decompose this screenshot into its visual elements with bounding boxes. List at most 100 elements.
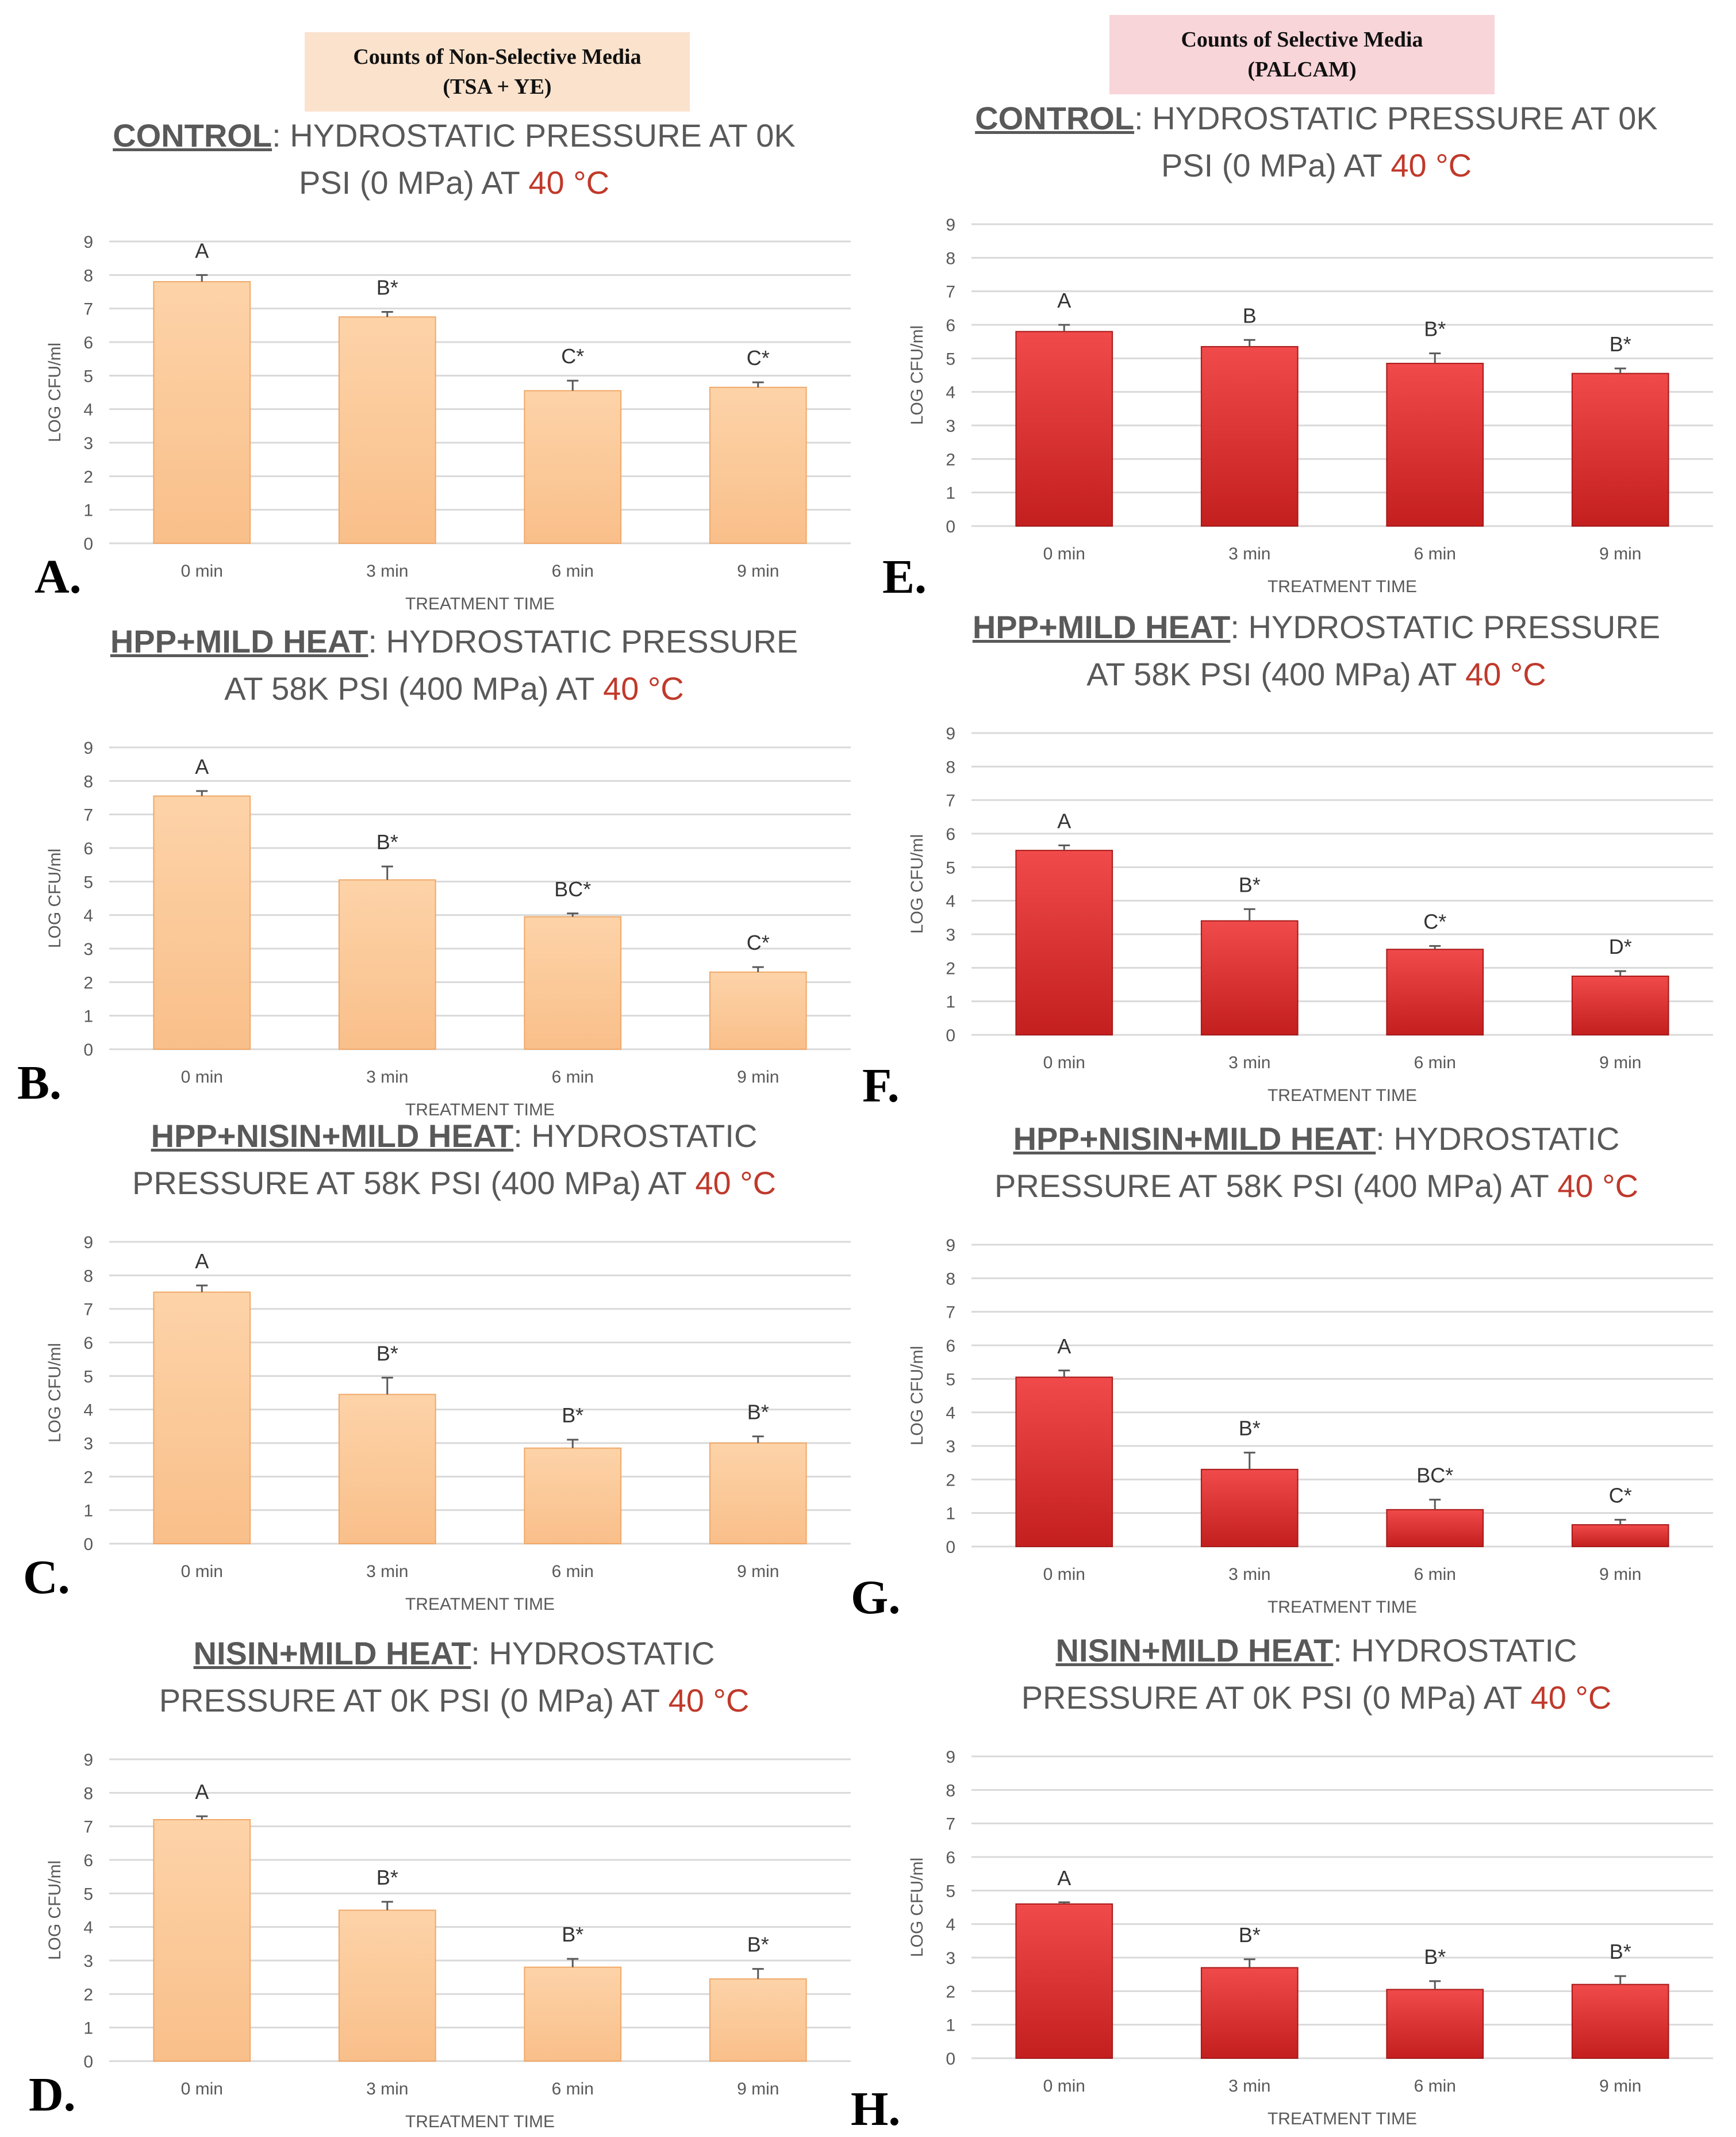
chart-title: CONTROL: HYDROSTATIC PRESSURE AT 0K PSI (… [897, 95, 1736, 189]
y-tick-label: 4 [83, 907, 93, 926]
x-tick-label: 3 min [366, 562, 408, 581]
chart-title-line2-text: PSI (0 MPa) AT [298, 164, 529, 201]
y-tick-label: 9 [83, 739, 93, 758]
y-tick-label: 7 [946, 283, 955, 302]
x-tick-label: 6 min [1414, 544, 1456, 563]
y-tick-label: 8 [83, 1267, 93, 1286]
chart-title-line2-text: PRESSURE AT 0K PSI (0 MPa) AT [1021, 1679, 1531, 1716]
y-tick-label: 5 [83, 1885, 93, 1904]
y-tick-label: 5 [946, 858, 955, 877]
significance-label: BC* [1416, 1463, 1453, 1487]
panel-letter: C. [23, 1551, 70, 1604]
y-tick-label: 9 [83, 1751, 93, 1770]
panel-letter: E. [882, 550, 927, 604]
significance-label: B* [377, 1866, 398, 1889]
significance-label: B* [747, 1933, 769, 1956]
x-tick-label: 6 min [552, 1562, 594, 1581]
bar-chart: 0 1 2 3 4 5 6 7 8 9 LOG CFU/ml A 0 min B* 3 min C* 6 min… [45, 233, 851, 613]
bar-chart: 0 1 2 3 4 5 6 7 8 9 LOG CFU/ml A 0 min B* 3 min C* 6 min… [908, 724, 1713, 1105]
significance-label: BC* [554, 877, 591, 901]
significance-label: B* [1239, 873, 1261, 896]
bar-3-min [338, 879, 436, 1050]
chart-title-line1: HPP+NISIN+MILD HEAT: HYDROSTATIC [34, 1112, 874, 1160]
significance-label: C* [747, 346, 770, 370]
chart-panel-f: HPP+MILD HEAT: HYDROSTATIC PRESSURE AT 58… [862, 604, 1736, 1112]
chart-title-treatment-name: CONTROL [113, 117, 272, 154]
y-tick-label: 5 [83, 367, 93, 386]
y-tick-label: 4 [83, 401, 93, 420]
chart-title-line1: CONTROL: HYDROSTATIC PRESSURE AT 0K [34, 112, 874, 159]
bar-3-min [1200, 1468, 1299, 1547]
y-tick-label: 3 [946, 417, 955, 436]
bar-chart: 0 1 2 3 4 5 6 7 8 9 LOG CFU/ml A 0 min B 3 min B* 6 min B… [908, 216, 1713, 596]
y-tick-label: 2 [83, 973, 93, 992]
x-axis-label: TREATMENT TIME [1268, 577, 1417, 596]
header-non-selective-media: Counts of Non-Selective Media (TSA + YE) [305, 32, 690, 112]
x-tick-label: 3 min [366, 1562, 408, 1581]
x-tick-label: 9 min [1599, 2077, 1641, 2096]
y-tick-label: 6 [946, 825, 955, 844]
y-tick-label: 2 [946, 959, 955, 978]
bar-3-min [338, 1394, 436, 1544]
panel-letter: H. [851, 2082, 901, 2136]
bar-6-min [524, 1966, 622, 2062]
chart-title-separator: : [1134, 100, 1153, 136]
chart-title-separator: : [1333, 1632, 1351, 1668]
bar-9-min [709, 386, 807, 544]
chart-title-temperature: 40 °C [528, 164, 610, 201]
y-tick-label: 3 [946, 926, 955, 945]
bar-chart: 0 1 2 3 4 5 6 7 8 9 LOG CFU/ml A 0 min B* 3 min B* 6 min… [908, 1748, 1713, 2128]
chart-title-line2: PSI (0 MPa) AT 40 °C [897, 142, 1736, 189]
x-tick-label: 3 min [1228, 1053, 1270, 1072]
y-axis-label: LOG CFU/ml [45, 1860, 64, 1960]
panel-letter: G. [851, 1571, 901, 1624]
y-tick-label: 4 [83, 1919, 93, 1938]
bar-6-min [1386, 363, 1484, 527]
y-tick-label: 5 [946, 350, 955, 369]
y-tick-label: 6 [946, 1848, 955, 1867]
bar-9-min [1571, 975, 1669, 1036]
bar-0-min [153, 795, 251, 1050]
header-left-line2: (TSA + YE) [443, 75, 552, 99]
y-tick-label: 3 [83, 1434, 93, 1453]
bar-0-min [1015, 850, 1113, 1035]
y-axis-label: LOG CFU/ml [908, 834, 927, 934]
chart-panel-d: NISIN+MILD HEAT: HYDROSTATIC PRESSURE AT … [29, 1630, 874, 2136]
significance-label: B* [562, 1403, 583, 1427]
chart-title: HPP+MILD HEAT: HYDROSTATIC PRESSURE AT 58… [34, 618, 874, 712]
y-tick-label: 0 [946, 2050, 955, 2069]
y-tick-label: 9 [946, 724, 955, 743]
chart-title: CONTROL: HYDROSTATIC PRESSURE AT 0K PSI (… [34, 112, 874, 206]
significance-label: B* [1424, 317, 1446, 341]
x-axis-label: TREATMENT TIME [1268, 1598, 1417, 1617]
chart-title-treatment-name: HPP+NISIN+MILD HEAT [1013, 1121, 1376, 1157]
chart-title-line1: CONTROL: HYDROSTATIC PRESSURE AT 0K [897, 95, 1736, 142]
chart-title-line2-text: PSI (0 MPa) AT [1161, 147, 1391, 183]
y-tick-label: 2 [946, 450, 955, 469]
chart-title-separator: : [513, 1118, 532, 1154]
x-tick-label: 0 min [181, 562, 223, 581]
header-right-line1: Counts of Selective Media [1181, 28, 1423, 52]
y-tick-label: 3 [946, 1437, 955, 1456]
significance-label: A [195, 239, 209, 262]
chart-panel-c: HPP+NISIN+MILD HEAT: HYDROSTATIC PRESSURE… [23, 1112, 874, 1618]
bar-chart: 0 1 2 3 4 5 6 7 8 9 LOG CFU/ml A 0 min B* 3 min BC* 6 mi… [45, 739, 851, 1119]
y-tick-label: 8 [946, 1781, 955, 1800]
x-tick-label: 3 min [1228, 544, 1270, 563]
panel-letter: F. [862, 1059, 900, 1112]
significance-label: A [1057, 289, 1071, 312]
chart-title-line1-rest: HYDROSTATIC [489, 1635, 715, 1671]
x-tick-label: 6 min [552, 2080, 594, 2098]
bar-chart: 0 1 2 3 4 5 6 7 8 9 LOG CFU/ml A 0 min B* 3 min B* 6 min… [45, 1233, 851, 1614]
chart-title: NISIN+MILD HEAT: HYDROSTATIC PRESSURE AT … [897, 1627, 1736, 1721]
y-tick-label: 7 [83, 806, 93, 825]
bar-9-min [709, 1978, 807, 2062]
x-tick-label: 0 min [1043, 1565, 1085, 1584]
y-tick-label: 9 [946, 216, 955, 235]
chart-title-line2-text: PRESSURE AT 58K PSI (400 MPa) AT [132, 1165, 696, 1201]
significance-label: C* [1609, 1483, 1632, 1507]
bar-3-min [1200, 346, 1299, 527]
header-right-line2: (PALCAM) [1247, 57, 1357, 82]
y-tick-label: 1 [946, 2016, 955, 2035]
significance-label: B* [377, 830, 398, 854]
